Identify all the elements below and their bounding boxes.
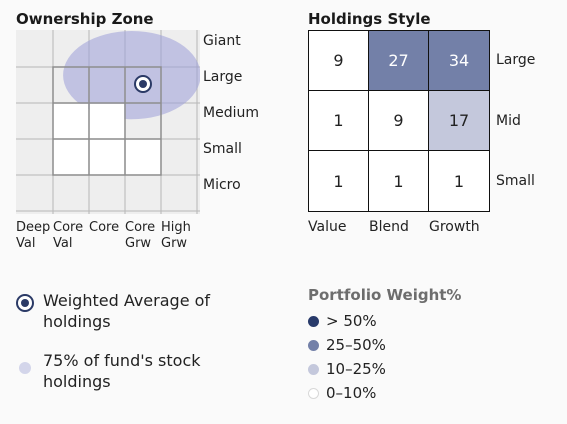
holdings-style-cell: 1 bbox=[369, 151, 429, 211]
portfolio-weight-item-over-50: > 50% bbox=[308, 312, 377, 330]
style-box-cell bbox=[89, 103, 125, 139]
holdings-style-title: Holdings Style bbox=[308, 10, 431, 28]
size-label-giant: Giant bbox=[203, 33, 241, 49]
ownership-zone-title: Ownership Zone bbox=[16, 10, 154, 28]
ownership-zone-75pct-area bbox=[63, 31, 200, 120]
style-box-cell bbox=[125, 139, 161, 175]
holdings-style-cell: 9 bbox=[309, 31, 369, 91]
hs-row-label-mid: Mid bbox=[496, 113, 521, 129]
zone-75pct-legend-label: 75% of fund's stock holdings bbox=[43, 351, 201, 391]
hs-row-label-small: Small bbox=[496, 173, 535, 189]
style-label-deep-val: Deep Val bbox=[16, 220, 51, 251]
dot-icon bbox=[308, 363, 319, 375]
holdings-style-grid: 9 27 34 1 9 17 1 1 1 bbox=[308, 30, 490, 212]
style-box-cell bbox=[89, 139, 125, 175]
weighted-average-legend-icon bbox=[16, 294, 34, 312]
hs-col-label-growth: Growth bbox=[429, 219, 480, 235]
style-box-border bbox=[52, 66, 162, 176]
style-label-core-val: Core Val bbox=[53, 220, 84, 251]
dot-icon bbox=[308, 387, 319, 399]
holdings-style-cell: 9 bbox=[369, 91, 429, 151]
size-label-large: Large bbox=[203, 69, 243, 85]
portfolio-weight-title: Portfolio Weight% bbox=[308, 286, 462, 304]
weighted-average-legend-label: Weighted Average of holdings bbox=[43, 291, 211, 331]
zone-75pct-legend-icon bbox=[19, 362, 31, 374]
holdings-style-cell: 1 bbox=[429, 151, 489, 211]
holdings-style-cell: 34 bbox=[429, 31, 489, 91]
size-label-small: Small bbox=[203, 141, 242, 157]
dot-icon bbox=[308, 339, 319, 351]
style-label-core-grw: Core Grw bbox=[125, 220, 156, 251]
hs-col-label-blend: Blend bbox=[369, 219, 409, 235]
style-box-3x3 bbox=[52, 66, 162, 176]
size-label-micro: Micro bbox=[203, 177, 241, 193]
portfolio-weight-item-25-50: 25–50% bbox=[308, 336, 386, 354]
portfolio-weight-item-10-25: 10–25% bbox=[308, 360, 386, 378]
style-box-cell bbox=[53, 139, 89, 175]
size-label-medium: Medium bbox=[203, 105, 259, 121]
holdings-style-cell: 17 bbox=[429, 91, 489, 151]
hs-row-label-large: Large bbox=[496, 52, 536, 68]
style-label-core: Core bbox=[89, 220, 120, 235]
hs-col-label-value: Value bbox=[308, 219, 347, 235]
style-label-high-grw: High Grw bbox=[161, 220, 191, 251]
holdings-style-cell: 27 bbox=[369, 31, 429, 91]
ownership-zone-chart bbox=[16, 30, 200, 214]
portfolio-weight-item-0-10: 0–10% bbox=[308, 384, 376, 402]
dot-icon bbox=[308, 315, 319, 327]
weighted-average-marker bbox=[134, 75, 152, 93]
style-box-cell bbox=[53, 103, 89, 139]
holdings-style-cell: 1 bbox=[309, 151, 369, 211]
holdings-style-cell: 1 bbox=[309, 91, 369, 151]
